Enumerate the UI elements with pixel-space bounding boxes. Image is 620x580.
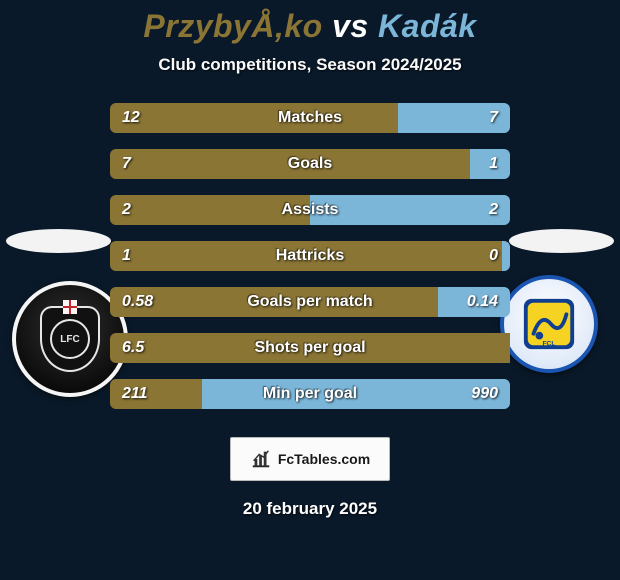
stat-value-left: 211	[122, 379, 148, 409]
watermark-text: FcTables.com	[278, 451, 370, 467]
player2-disk	[509, 229, 614, 253]
chart-icon	[250, 448, 272, 470]
stat-bar-left	[110, 287, 438, 317]
stat-row: Hattricks10	[110, 241, 510, 271]
comparison-date: 20 february 2025	[0, 499, 620, 519]
stat-bar-left	[110, 241, 502, 271]
stat-bar-right	[310, 195, 510, 225]
vs-separator: vs	[323, 8, 378, 44]
stat-bar-left	[110, 103, 398, 133]
page-title: PrzybyÅ‚ko vs Kadák	[0, 8, 620, 45]
player2-club-crest: FCL	[500, 275, 598, 373]
crest-initials: LFC	[50, 319, 90, 359]
stat-value-left: 2	[122, 195, 131, 225]
player1-name: PrzybyÅ‚ko	[143, 8, 322, 44]
stat-row: Goals per match0.580.14	[110, 287, 510, 317]
stat-value-right: 7	[489, 103, 498, 133]
stat-row: Goals71	[110, 149, 510, 179]
stat-bar-right	[502, 241, 510, 271]
player2-name: Kadák	[378, 8, 477, 44]
stat-value-right: 0.14	[467, 287, 498, 317]
stat-bar-right	[202, 379, 510, 409]
stat-value-left: 7	[122, 149, 131, 179]
svg-text:FCL: FCL	[542, 340, 555, 347]
watermark-badge: FcTables.com	[230, 437, 390, 481]
stat-value-right: 990	[471, 379, 498, 409]
stat-value-right: 1	[489, 149, 498, 179]
stat-value-left: 12	[122, 103, 140, 133]
stat-bar-left	[110, 195, 310, 225]
competition-subtitle: Club competitions, Season 2024/2025	[0, 55, 620, 75]
stat-bar-left	[110, 333, 510, 363]
luzern-crest-icon: FCL	[520, 295, 578, 353]
comparison-card: PrzybyÅ‚ko vs Kadák Club competitions, S…	[0, 0, 620, 519]
stat-bar-left	[110, 149, 470, 179]
stat-row: Assists22	[110, 195, 510, 225]
stat-value-left: 6.5	[122, 333, 144, 363]
player1-disk	[6, 229, 111, 253]
stat-value-left: 0.58	[122, 287, 153, 317]
stat-row: Min per goal211990	[110, 379, 510, 409]
stat-value-right: 2	[489, 195, 498, 225]
stat-value-left: 1	[122, 241, 131, 271]
stat-row: Shots per goal6.5	[110, 333, 510, 363]
stat-rows: Matches127Goals71Assists22Hattricks10Goa…	[110, 103, 510, 409]
comparison-body: LFC FCL Matches127Goals71Assists22Hattri…	[0, 103, 620, 409]
stat-value-right: 0	[489, 241, 498, 271]
stat-row: Matches127	[110, 103, 510, 133]
lugano-shield-icon: LFC	[40, 306, 100, 372]
